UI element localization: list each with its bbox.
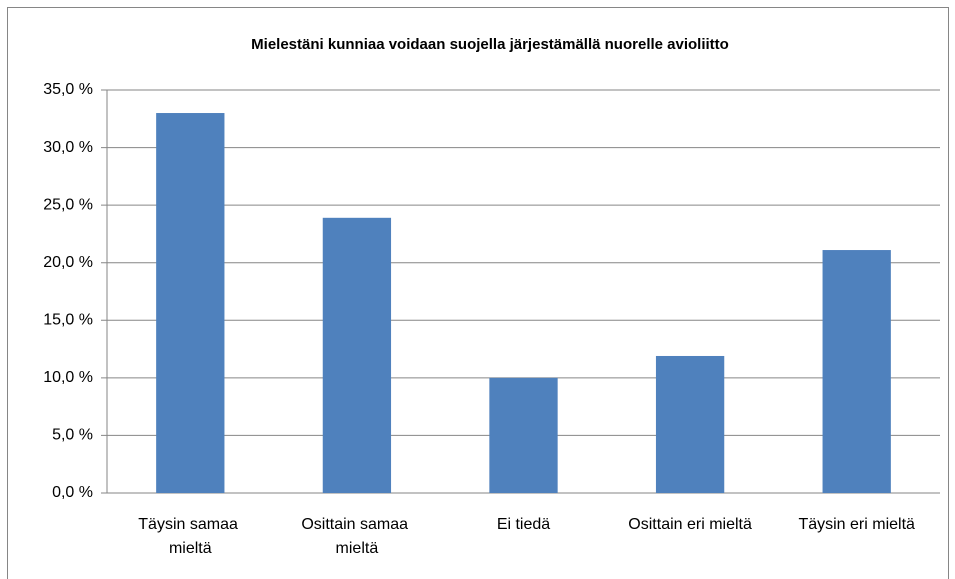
y-tick-label: 10,0 % xyxy=(43,369,93,386)
bar xyxy=(655,355,725,493)
x-tick-label: Täysin eri mieltä xyxy=(798,516,915,533)
bar xyxy=(489,377,558,493)
x-tick-label: Ei tiedä xyxy=(497,516,550,533)
x-tick-label: Osittain samaa mieltä xyxy=(301,516,412,557)
y-tick-label: 35,0 % xyxy=(43,81,93,98)
y-tick-label: 0,0 % xyxy=(52,484,93,501)
x-tick-label: Osittain eri mieltä xyxy=(628,516,752,533)
y-tick-label: 20,0 % xyxy=(43,254,93,271)
y-tick-label: 25,0 % xyxy=(43,196,93,213)
bar xyxy=(156,113,225,494)
y-tick-label: 30,0 % xyxy=(43,139,93,156)
x-tick-label: Täysin samaa mieltä xyxy=(138,516,242,557)
chart-title: Mielestäni kunniaa voidaan suojella järj… xyxy=(251,36,729,53)
bar xyxy=(822,250,891,493)
bar xyxy=(322,217,392,493)
y-tick-label: 15,0 % xyxy=(43,312,93,329)
y-tick-label: 5,0 % xyxy=(52,427,93,444)
